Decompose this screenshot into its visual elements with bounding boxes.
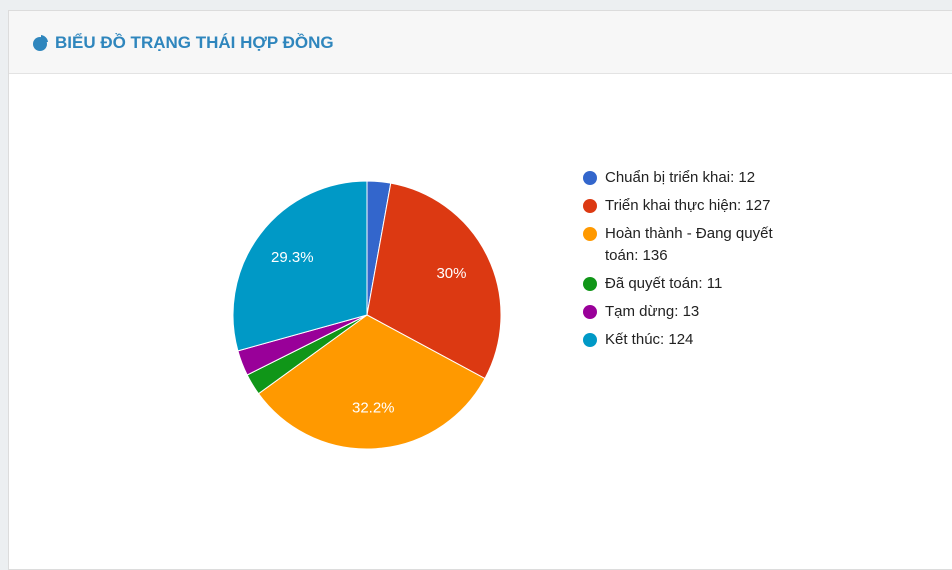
panel-title: BIỂU ĐỒ TRẠNG THÁI HỢP ĐỒNG xyxy=(55,33,334,52)
legend-marker xyxy=(583,305,597,319)
legend-marker xyxy=(583,333,597,347)
chart-panel: BIỂU ĐỒ TRẠNG THÁI HỢP ĐỒNG xyxy=(8,10,952,570)
legend-item: Hoàn thành - Đang quyết toán: 136 xyxy=(575,223,775,267)
legend: Chuẩn bị triển khai: 12 Triển khai thực h… xyxy=(575,167,775,357)
legend-marker xyxy=(583,171,597,185)
legend-label: Đã quyết toán: 11 xyxy=(605,275,723,292)
legend-label: Chuẩn bị triển khai: 12 xyxy=(605,169,756,186)
pie-chart: 30% 32.2% 29.3% xyxy=(232,180,502,450)
legend-marker xyxy=(583,199,597,213)
slice-label: 32.2% xyxy=(352,400,395,417)
pie-slice xyxy=(257,314,486,450)
legend-label: Triển khai thực hiện: 127 xyxy=(605,197,771,214)
legend-item: Tạm dừng: 13 xyxy=(575,301,775,323)
legend-label: Tạm dừng: 13 xyxy=(605,303,700,320)
pie-slice xyxy=(232,180,368,352)
legend-item: Kết thúc: 124 xyxy=(575,329,775,351)
legend-item: Chuẩn bị triển khai: 12 xyxy=(575,167,775,189)
page: BIỂU ĐỒ TRẠNG THÁI HỢP ĐỒNG 30% 32.2% 29.3… xyxy=(8,10,952,570)
legend-label: Hoàn thành - Đang quyết toán: 136 xyxy=(605,225,773,264)
legend-marker xyxy=(583,227,597,241)
legend-item: Triển khai thực hiện: 127 xyxy=(575,195,775,217)
legend-item: Đã quyết toán: 11 xyxy=(575,273,775,295)
pie-icon xyxy=(33,35,48,51)
slice-label: 29.3% xyxy=(271,249,314,266)
slice-label: 30% xyxy=(436,265,466,282)
pie-slice xyxy=(366,182,502,380)
legend-marker xyxy=(583,277,597,291)
legend-label: Kết thúc: 124 xyxy=(605,331,694,348)
panel-header: BIỂU ĐỒ TRẠNG THÁI HỢP ĐỒNG xyxy=(9,11,952,74)
